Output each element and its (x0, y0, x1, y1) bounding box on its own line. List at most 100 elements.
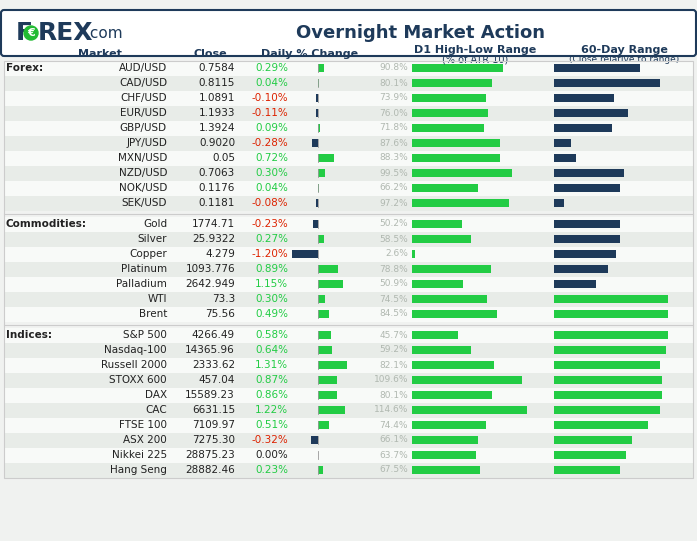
Text: 0.00%: 0.00% (255, 450, 288, 460)
Bar (316, 109, 318, 117)
Text: 4.279: 4.279 (205, 249, 235, 259)
Text: EUR/USD: EUR/USD (121, 108, 167, 118)
Bar (4, 358, 693, 373)
Bar (4, 232, 693, 247)
Text: 109.6%: 109.6% (374, 375, 408, 385)
Text: -1.20%: -1.20% (251, 249, 288, 259)
Text: 88.3%: 88.3% (379, 154, 408, 162)
Text: 7275.30: 7275.30 (192, 435, 235, 445)
Text: 76.0%: 76.0% (379, 109, 408, 117)
Text: 0.30%: 0.30% (255, 168, 288, 178)
Text: 0.09%: 0.09% (255, 123, 288, 133)
Text: 80.1%: 80.1% (379, 391, 408, 399)
Text: Nikkei 225: Nikkei 225 (112, 450, 167, 460)
Text: 25.9322: 25.9322 (192, 234, 235, 244)
Text: Gold: Gold (143, 219, 167, 229)
Bar (4, 327, 693, 478)
Text: -0.10%: -0.10% (252, 93, 288, 103)
Text: ASX 200: ASX 200 (123, 435, 167, 445)
Text: 0.8115: 0.8115 (199, 78, 235, 88)
Bar (4, 216, 693, 321)
Bar (412, 184, 478, 192)
Bar (412, 199, 510, 207)
Bar (554, 406, 659, 414)
Bar (554, 109, 629, 117)
Bar (4, 216, 693, 232)
Text: 7109.97: 7109.97 (192, 420, 235, 430)
Bar (554, 391, 662, 399)
Bar (4, 61, 693, 478)
Text: Russell 2000: Russell 2000 (101, 360, 167, 370)
Bar (4, 342, 693, 358)
Text: 1.22%: 1.22% (255, 405, 288, 415)
Bar (318, 346, 332, 354)
Text: 66.1%: 66.1% (379, 436, 408, 445)
Bar (412, 109, 488, 117)
Text: 45.7%: 45.7% (379, 331, 408, 340)
Text: 90.8%: 90.8% (379, 63, 408, 72)
Text: 28875.23: 28875.23 (185, 450, 235, 460)
Text: 1.0891: 1.0891 (199, 93, 235, 103)
Bar (554, 265, 608, 273)
Bar (412, 94, 486, 102)
Text: Silver: Silver (137, 234, 167, 244)
Circle shape (24, 26, 38, 40)
Bar (4, 276, 693, 292)
Text: DAX: DAX (145, 390, 167, 400)
Text: JPY/USD: JPY/USD (126, 138, 167, 148)
Bar (554, 280, 596, 288)
Bar (318, 466, 323, 474)
Text: (% of ATR 10): (% of ATR 10) (442, 54, 508, 64)
Text: 1774.71: 1774.71 (192, 219, 235, 229)
Bar (412, 466, 480, 474)
Bar (4, 463, 693, 478)
Text: 114.6%: 114.6% (374, 406, 408, 414)
Text: 73.3: 73.3 (212, 294, 235, 304)
Text: FTSE 100: FTSE 100 (119, 420, 167, 430)
Text: 87.6%: 87.6% (379, 138, 408, 148)
Bar (412, 436, 478, 444)
Bar (412, 376, 521, 384)
Text: €: € (27, 28, 35, 38)
Bar (316, 199, 318, 207)
Text: 59.2%: 59.2% (379, 346, 408, 354)
Bar (4, 387, 693, 403)
Bar (318, 79, 319, 87)
Bar (4, 90, 693, 105)
Bar (412, 310, 496, 318)
Bar (312, 139, 318, 147)
Text: STOXX 600: STOXX 600 (109, 375, 167, 385)
Text: 0.72%: 0.72% (255, 153, 288, 163)
Bar (554, 79, 659, 87)
Text: 63.7%: 63.7% (379, 451, 408, 459)
Bar (554, 64, 641, 72)
Bar (318, 169, 325, 177)
Bar (554, 94, 614, 102)
Bar (412, 361, 494, 369)
Text: Brent: Brent (139, 309, 167, 319)
Text: -0.32%: -0.32% (251, 435, 288, 445)
Bar (4, 418, 693, 432)
Text: 14365.96: 14365.96 (185, 345, 235, 355)
Text: NOK/USD: NOK/USD (118, 183, 167, 193)
Bar (4, 403, 693, 418)
Bar (554, 376, 662, 384)
Bar (318, 124, 320, 132)
Bar (412, 421, 487, 429)
Text: Commodities:: Commodities: (6, 219, 87, 229)
Text: 0.1176: 0.1176 (199, 183, 235, 193)
Text: Hang Seng: Hang Seng (110, 465, 167, 475)
Text: Copper: Copper (129, 249, 167, 259)
Text: 0.86%: 0.86% (255, 390, 288, 400)
Text: 58.5%: 58.5% (379, 234, 408, 243)
Bar (318, 331, 331, 339)
Bar (412, 79, 492, 87)
Bar (554, 235, 620, 243)
Text: D1 High-Low Range: D1 High-Low Range (414, 45, 536, 55)
Bar (4, 373, 693, 387)
Bar (318, 64, 324, 72)
Bar (4, 121, 693, 135)
Text: 0.87%: 0.87% (255, 375, 288, 385)
Bar (318, 310, 329, 318)
Bar (313, 220, 318, 228)
